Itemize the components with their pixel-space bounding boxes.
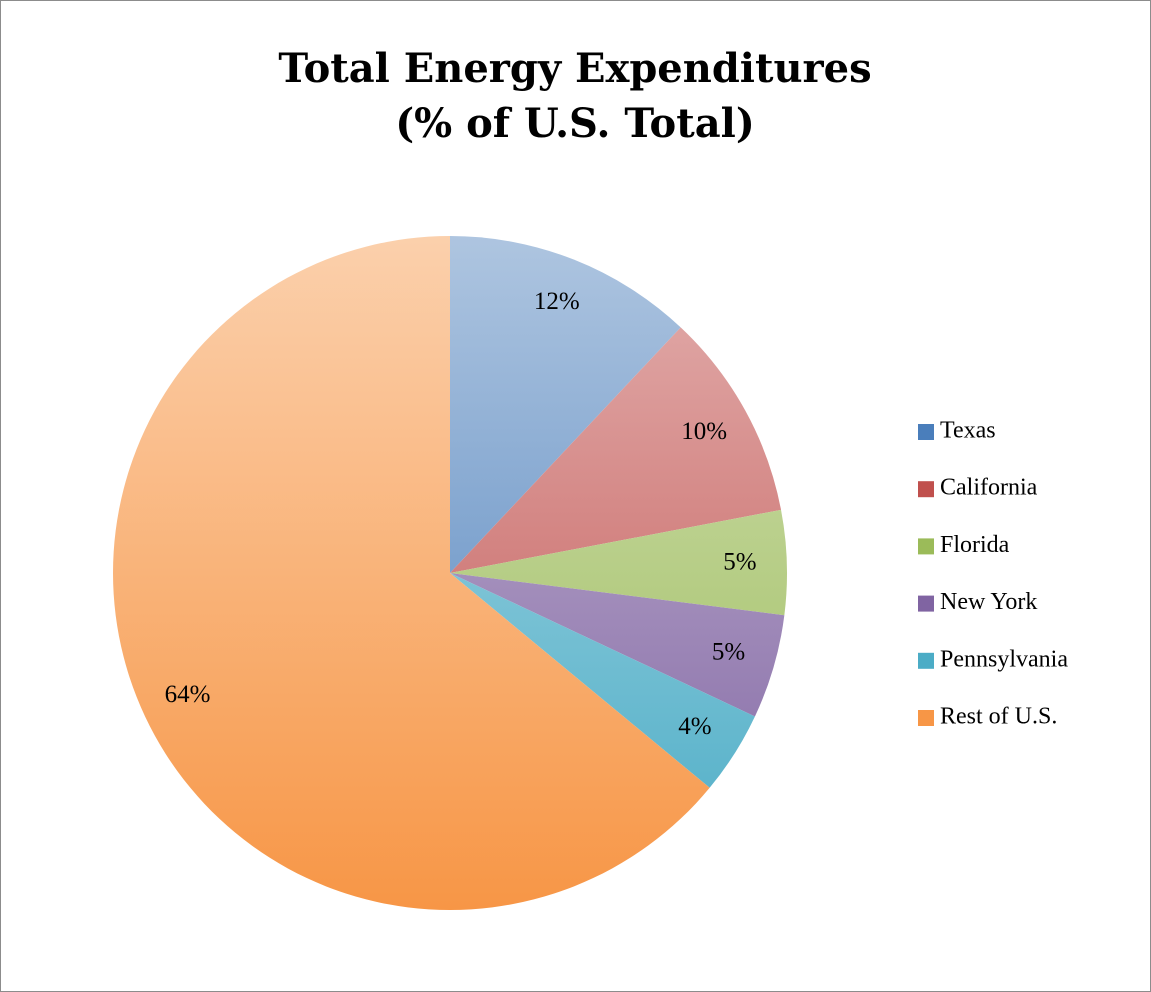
legend-label: Rest of U.S. [940, 704, 1057, 730]
pie-slice [112, 236, 710, 911]
legend-swatch [918, 538, 934, 555]
legend-label: New York [940, 589, 1037, 615]
legend-label: Texas [940, 418, 996, 444]
legend-swatch [918, 424, 934, 440]
legend-label: California [940, 475, 1038, 501]
pie-slice [450, 236, 681, 573]
pie-slice [450, 509, 787, 616]
legend-swatch [918, 710, 934, 726]
legend-label: Pennsylvania [940, 646, 1068, 672]
data-label: 4% [678, 713, 711, 740]
legend-swatch [918, 652, 934, 669]
legend-swatch [918, 481, 934, 498]
data-label: 64% [165, 681, 211, 708]
legend-label: Florida [940, 532, 1010, 558]
chart-title: Total Energy Expenditures [278, 45, 871, 92]
legend-swatch [918, 595, 934, 612]
data-label: 5% [712, 639, 745, 666]
pie-slice [450, 573, 755, 788]
pie-slice [450, 327, 782, 573]
data-label: 10% [681, 418, 727, 445]
data-label: 5% [723, 549, 756, 576]
pie-slice [450, 573, 785, 717]
chart-title: (% of U.S. Total) [395, 100, 755, 147]
data-label: 12% [534, 288, 580, 315]
